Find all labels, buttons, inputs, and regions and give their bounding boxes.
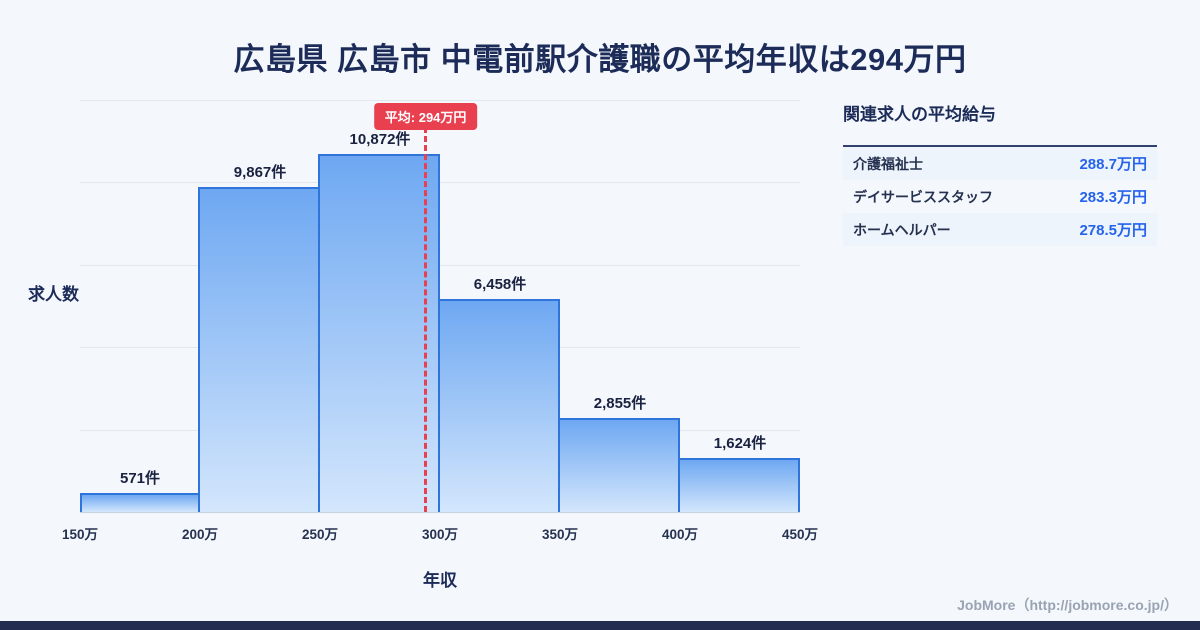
x-axis-label: 年収 [423,571,457,590]
histogram-bar [558,418,680,512]
job-title-label: デイサービススタッフ [853,188,993,205]
footer-credit: JobMore（http://jobmore.co.jp/） [957,597,1178,613]
histogram-bar [678,458,800,512]
histogram-bar [198,187,320,512]
x-tick-label: 350万 [541,527,579,542]
bar-value-label: 571件 [119,470,161,487]
table-row: ホームヘルパー 278.5万円 [843,213,1157,246]
x-tick-label: 300万 [421,527,459,542]
average-line [424,127,428,512]
table-row: デイサービススタッフ 283.3万円 [843,180,1157,213]
x-tick-label: 200万 [181,527,219,542]
gridline [80,182,800,184]
bar-value-label: 10,872件 [349,131,411,148]
bar-value-label: 1,624件 [713,435,767,452]
bar-value-label: 2,855件 [593,395,647,412]
gridline [80,100,800,101]
gridline [80,264,800,266]
job-salary-value: 288.7万円 [1079,156,1147,173]
job-title-label: ホームヘルパー [853,221,951,238]
bar-value-label: 9,867件 [233,164,287,181]
plot-area: 平均: 294万円 571件 9,867件 10,872件 6,458件 2,855件 1… [62,100,818,542]
histogram-bar [318,154,440,512]
related-jobs-panel: 関連求人の平均給与 介護福祉士 288.7万円 デイサービススタッフ 283.3… [843,100,1157,246]
y-axis-label: 求人数 [28,285,79,304]
bottom-accent-bar [0,621,1200,630]
x-tick-label: 150万 [61,527,99,542]
side-panel-heading: 関連求人の平均給与 [843,105,996,124]
bar-value-label: 6,458件 [473,276,527,293]
job-salary-value: 278.5万円 [1079,222,1147,239]
salary-table: 介護福祉士 288.7万円 デイサービススタッフ 283.3万円 ホームヘルパー… [843,145,1157,246]
x-tick-label: 450万 [781,527,819,542]
x-tick-label: 250万 [301,527,339,542]
job-salary-value: 283.3万円 [1079,189,1147,206]
x-axis-line [80,512,800,513]
page-title: 広島県 広島市 中電前駅介護職の平均年収は294万円 [233,42,967,77]
histogram-bar [80,493,200,512]
histogram-bar [438,299,560,512]
job-title-label: 介護福祉士 [853,155,923,172]
average-badge: 平均: 294万円 [373,103,478,130]
table-row: 介護福祉士 288.7万円 [843,147,1157,180]
x-tick-label: 400万 [661,527,699,542]
